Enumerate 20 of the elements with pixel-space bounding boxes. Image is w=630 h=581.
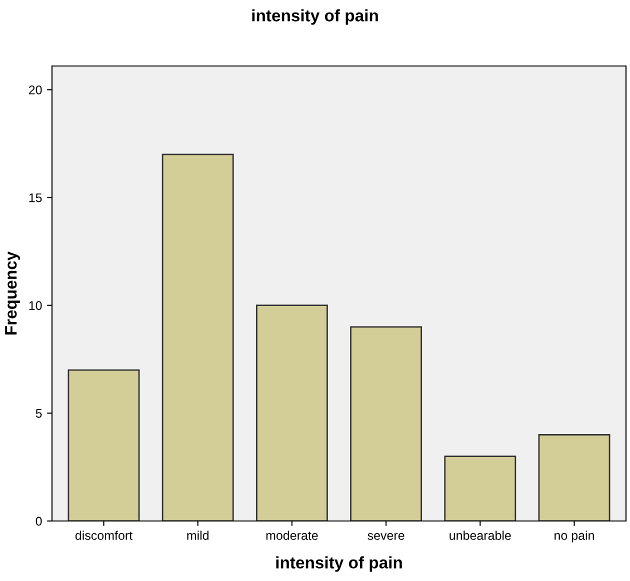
x-tick-label: severe — [368, 533, 404, 540]
x-tick-label: no pain — [554, 530, 594, 542]
x-tick-label: unbearable — [450, 530, 511, 540]
bar — [444, 456, 516, 521]
bar — [162, 154, 234, 521]
y-tick-label: 10 — [29, 301, 42, 310]
y-tick-label: 0 — [36, 516, 42, 526]
chart-title: intensity of pain — [252, 9, 378, 25]
bar — [538, 434, 610, 521]
x-tick-label: mild — [187, 530, 209, 540]
y-tick-label: 20 — [29, 86, 42, 94]
x-tick-label: moderate — [266, 530, 318, 540]
bar — [350, 326, 422, 521]
y-axis-title: Frequency — [5, 251, 20, 335]
y-tick-label: 15 — [29, 193, 42, 202]
y-tick-label: 5 — [36, 409, 42, 418]
x-tick-label: discomfort — [75, 530, 132, 540]
x-axis-title: intensity of pain — [276, 556, 402, 572]
bar — [68, 369, 140, 521]
bar — [256, 304, 328, 521]
